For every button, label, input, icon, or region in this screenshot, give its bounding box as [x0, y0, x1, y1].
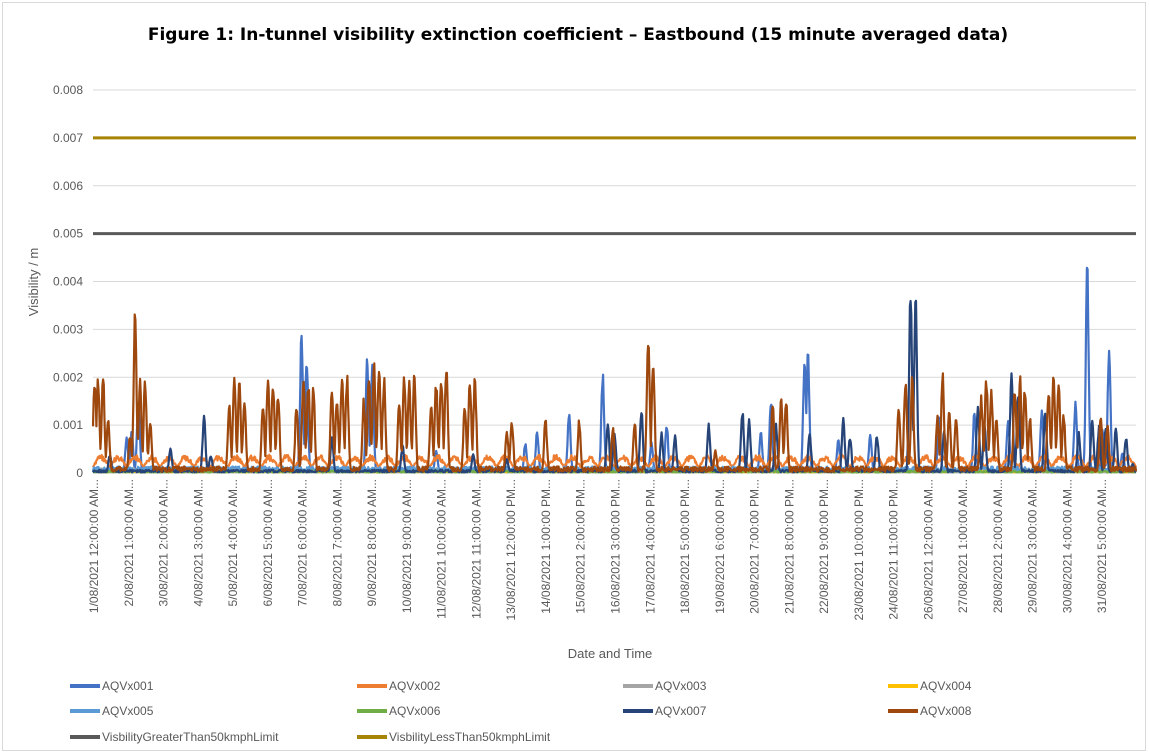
x-tick-label: 13/08/2021 12:00:00 PM... — [504, 479, 518, 620]
chart-title: Figure 1: In-tunnel visibility extinctio… — [148, 25, 1008, 45]
x-tick-label: 21/08/2021 8:00:00 PM... — [782, 479, 796, 614]
series-line — [91, 313, 1138, 473]
y-tick-label: 0.005 — [53, 227, 83, 241]
legend-label: VisbilityGreaterThan50kmphLimit — [102, 730, 279, 744]
x-tick-label: 30/08/2021 4:00:00 AM... — [1060, 479, 1074, 613]
x-tick-label: 4/08/2021 3:00:00 AM... — [191, 479, 205, 606]
x-tick-label: 15/08/2021 2:00:00 PM... — [574, 479, 588, 614]
y-tick-label: 0.002 — [53, 370, 83, 384]
x-tick-label: 28/08/2021 2:00:00 AM... — [991, 479, 1005, 613]
x-tick-label: 19/08/2021 6:00:00 PM... — [713, 479, 727, 614]
x-tick-label: 23/08/2021 10:00:00 PM... — [852, 479, 866, 620]
y-tick-label: 0.006 — [53, 179, 83, 193]
legend-label: AQVx003 — [655, 679, 707, 693]
x-tick-label: 27/08/2021 1:00:00 AM... — [956, 479, 970, 613]
y-tick-label: 0.001 — [53, 418, 83, 432]
x-tick-label: 14/08/2021 1:00:00 PM... — [539, 479, 553, 614]
y-tick-label: 0 — [76, 466, 83, 480]
legend-label: AQVx006 — [389, 704, 441, 718]
y-axis-title: Visibility / m — [26, 248, 41, 316]
x-tick-label: 18/08/2021 5:00:00 PM... — [678, 479, 692, 614]
x-tick-label: 20/08/2021 7:00:00 PM... — [748, 479, 762, 614]
y-tick-label: 0.007 — [53, 131, 83, 145]
x-tick-label: 11/08/2021 10:00:00 AM... — [435, 479, 449, 619]
legend-label: AQVx008 — [920, 704, 972, 718]
x-tick-label: 7/08/2021 6:00:00 AM... — [296, 479, 310, 606]
x-tick-label: 12/08/2021 11:00:00 AM... — [469, 479, 483, 619]
x-tick-label: 5/08/2021 4:00:00 AM... — [226, 479, 240, 606]
x-tick-label: 26/08/2021 12:00:00 AM... — [921, 479, 935, 620]
x-tick-label: 6/08/2021 5:00:00 AM... — [261, 479, 275, 606]
legend-label: AQVx007 — [655, 704, 707, 718]
x-tick-label: 16/08/2021 3:00:00 PM... — [609, 479, 623, 614]
x-tick-label: 17/08/2021 4:00:00 PM... — [643, 479, 657, 614]
y-tick-label: 0.008 — [53, 83, 83, 97]
legend-label: AQVx004 — [920, 679, 972, 693]
y-tick-label: 0.004 — [53, 275, 83, 289]
x-tick-label: 24/08/2021 11:00:00 PM... — [887, 479, 901, 620]
x-tick-label: 10/08/2021 9:00:00 AM... — [400, 479, 414, 613]
legend-label: AQVx001 — [102, 679, 154, 693]
legend: AQVx001 AQVx002 AQVx003 AQVx004 AQVx005 AQVx0… — [70, 679, 972, 744]
x-tick-label: 1/08/2021 12:00:00 AM... — [87, 479, 101, 613]
x-tick-label: 31/08/2021 5:00:00 AM... — [1095, 479, 1109, 613]
x-tick-label: 22/08/2021 9:00:00 PM... — [817, 479, 831, 614]
y-tick-labels: 0 0.001 0.002 0.003 0.004 0.005 0.006 0.007 0.00… — [53, 83, 83, 480]
y-tick-label: 0.003 — [53, 322, 83, 336]
x-tick-labels: 1/08/2021 12:00:00 AM... 2/08/2021 1:00:0… — [87, 479, 1109, 620]
x-axis-title: Date and Time — [568, 646, 653, 661]
data-series — [91, 136, 1138, 474]
legend-label: VisbilityLessThan50kmphLimit — [389, 730, 551, 744]
legend-label: AQVx002 — [389, 679, 441, 693]
legend-label: AQVx005 — [102, 704, 154, 718]
x-tick-label: 8/08/2021 7:00:00 AM... — [330, 479, 344, 606]
x-tick-label: 29/08/2021 3:00:00 AM... — [1026, 479, 1040, 613]
x-tick-label: 2/08/2021 1:00:00 AM... — [122, 479, 136, 606]
x-tick-label: 9/08/2021 8:00:00 AM... — [365, 479, 379, 606]
x-tick-label: 3/08/2021 2:00:00 AM... — [157, 479, 171, 606]
